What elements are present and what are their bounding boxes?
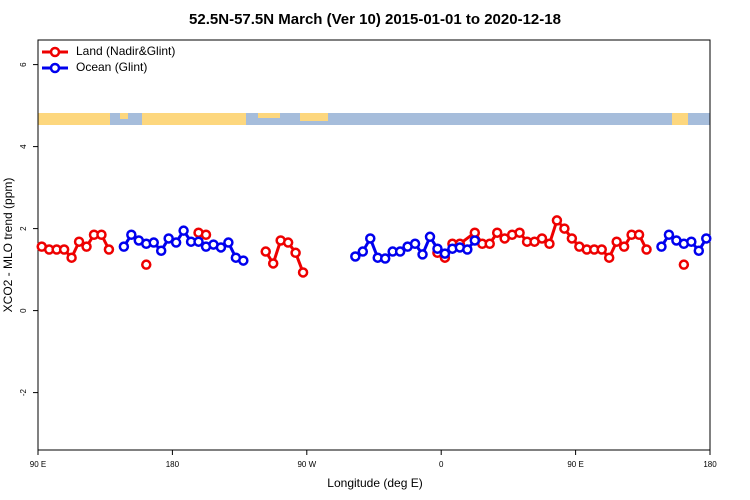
y-axis-label: XCO2 - MLO trend (ppm) [1, 178, 15, 313]
data-point [559, 223, 570, 234]
y-tick-label: 2 [19, 226, 28, 231]
x-tick-label: 0 [439, 460, 444, 469]
data-point [551, 215, 563, 226]
data-point [409, 238, 421, 250]
y-tick-label: -2 [19, 388, 28, 396]
ocean-strip [38, 113, 710, 125]
x-tick-label: 180 [703, 460, 717, 469]
x-tick-label: 90 W [297, 460, 316, 469]
y-tick-label: 6 [19, 62, 28, 67]
data-point [611, 236, 622, 247]
chart-title: 52.5N-57.5N March (Ver 10) 2015-01-01 to… [189, 11, 561, 28]
data-point [379, 253, 391, 264]
legend-marker [49, 62, 61, 74]
data-point [603, 252, 615, 263]
data-point [163, 233, 174, 244]
x-axis-label: Longitude (deg E) [327, 476, 422, 490]
land-strip [142, 113, 246, 125]
data-point [58, 244, 70, 255]
data-point [350, 251, 361, 262]
legend-label: Land (Nadir&Glint) [76, 44, 175, 58]
data-point [686, 236, 697, 247]
data-point [238, 255, 249, 266]
land-strip [258, 113, 280, 118]
data-point [439, 248, 451, 259]
data-point [394, 246, 406, 257]
data-point [566, 233, 578, 244]
data-point [126, 229, 137, 240]
data-point [417, 249, 428, 260]
y-tick-label: 4 [19, 144, 28, 149]
data-point [514, 227, 525, 238]
data-point [178, 225, 189, 236]
data-point [469, 235, 481, 246]
map-strip [38, 113, 710, 125]
land-strip [120, 113, 128, 119]
data-point [118, 241, 130, 252]
data-point [462, 244, 473, 255]
data-point [66, 252, 77, 263]
data-point [701, 233, 712, 244]
data-point [155, 245, 167, 256]
data-point [103, 244, 115, 255]
x-tick-label: 90 E [30, 460, 46, 469]
data-point [297, 267, 309, 278]
data-point [596, 244, 607, 255]
data-point [432, 243, 443, 254]
land-strip [300, 113, 328, 121]
data-point [484, 238, 495, 250]
data-point [81, 241, 92, 252]
legend-label: Ocean (Glint) [76, 60, 147, 74]
data-point [282, 237, 294, 248]
data-point [641, 244, 652, 255]
data-point [148, 237, 159, 248]
data-point [96, 229, 107, 240]
legend: Land (Nadir&Glint) Ocean (Glint) [42, 44, 175, 74]
data-point [365, 233, 376, 244]
x-tick-label: 90 E [567, 460, 583, 469]
data-point [267, 258, 279, 269]
data-point [544, 238, 555, 250]
data-point [424, 231, 436, 243]
legend-marker [49, 46, 61, 58]
y-tick-label: 0 [19, 308, 28, 313]
data-point [633, 229, 645, 240]
land-strip [672, 113, 688, 125]
data-point [141, 259, 152, 270]
data-point [170, 237, 182, 248]
data-point [491, 227, 503, 238]
data-point [200, 229, 212, 240]
data-point [536, 233, 548, 244]
land-strip [38, 113, 110, 125]
x-tick-label: 180 [166, 460, 180, 469]
data-point [663, 229, 675, 240]
data-point [656, 241, 667, 252]
data-point [73, 236, 85, 247]
data-point [357, 246, 369, 257]
data-point [618, 241, 630, 252]
data-point [260, 246, 271, 257]
data-point [693, 245, 705, 256]
data-point [678, 259, 690, 270]
data-point [223, 237, 234, 248]
data-point [215, 242, 227, 253]
data-point [193, 236, 204, 247]
data-point [290, 247, 301, 259]
